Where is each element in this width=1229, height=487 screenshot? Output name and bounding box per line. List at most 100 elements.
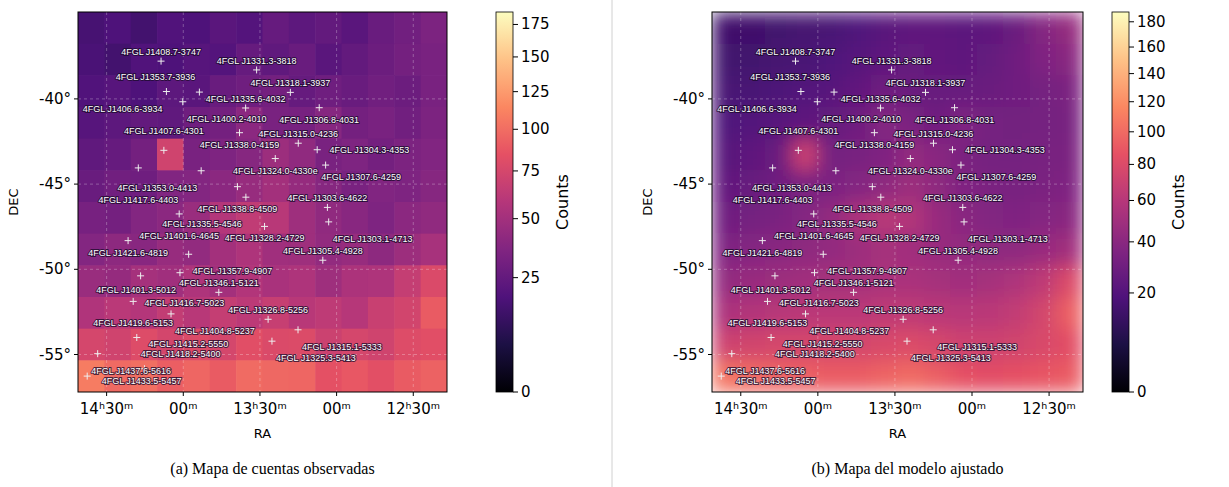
cell	[1057, 297, 1084, 329]
source-label: 4FGL J1315.0-4236	[894, 129, 974, 139]
source-marker	[871, 129, 878, 136]
cell	[368, 202, 395, 234]
source-label: 4FGL J1400.2-4010	[187, 114, 267, 124]
source-marker	[795, 147, 802, 154]
cell	[421, 360, 447, 392]
tick	[74, 184, 78, 185]
axis-title: DEC	[6, 188, 21, 215]
tick-label: -40°	[39, 90, 71, 108]
tick-label: 13ʰ30ᵐ	[233, 400, 287, 418]
colorbar-tick	[513, 277, 518, 278]
source-marker	[176, 269, 183, 276]
separator	[612, 0, 613, 487]
source-marker	[792, 58, 799, 65]
source-marker	[268, 338, 275, 345]
source-marker	[137, 272, 144, 279]
cell	[131, 202, 158, 234]
frame	[712, 12, 1083, 392]
cell	[78, 139, 105, 171]
source-label: 4FGL J1406.6-3934	[83, 104, 163, 114]
cell	[1004, 202, 1031, 234]
cell	[421, 139, 447, 171]
colorbar	[1112, 12, 1129, 392]
source-marker	[179, 98, 186, 105]
cell	[394, 12, 421, 44]
source-label: 4FGL J1419.6-5153	[93, 318, 173, 328]
cell	[1030, 297, 1057, 329]
cell	[315, 360, 342, 392]
cell	[765, 139, 792, 171]
cell	[183, 12, 210, 44]
source-marker	[877, 194, 884, 201]
colorbar-tick	[1129, 73, 1134, 74]
source-marker	[234, 183, 241, 190]
source-label: 4FGL J1303.6-4622	[923, 193, 1003, 203]
cell	[342, 202, 369, 234]
cell	[977, 297, 1004, 329]
source-label: 4FGL J1326.8-5256	[228, 305, 308, 315]
cell	[845, 12, 872, 44]
source-marker	[728, 350, 735, 357]
tick	[183, 392, 184, 396]
cell	[315, 12, 342, 44]
colorbar-tick	[1129, 164, 1134, 165]
source-marker	[955, 257, 962, 264]
source-label: 4FGL J1315.1-5333	[302, 342, 382, 352]
cell	[342, 297, 369, 329]
source-label: 4FGL J1357.9-4907	[827, 266, 907, 276]
cell	[712, 202, 739, 234]
cell	[368, 297, 395, 329]
cell	[104, 139, 131, 171]
source-label: 4FGL J1326.8-5256	[863, 305, 943, 315]
source-label: 4FGL J1304.3-4353	[330, 145, 410, 155]
cell	[421, 75, 447, 107]
source-label: 4FGL J1346.1-5121	[814, 278, 894, 288]
source-label: 4FGL J1324.0-4330e	[868, 166, 953, 176]
cell	[394, 44, 421, 76]
cell	[263, 360, 290, 392]
source-marker	[718, 373, 725, 380]
tick	[106, 392, 107, 396]
source-marker	[900, 316, 907, 323]
tick-label: 00ᵐ	[958, 400, 986, 418]
cell	[263, 12, 290, 44]
tick-label: -55°	[39, 346, 71, 364]
cell	[421, 265, 447, 297]
source-label: 4FGL J1303.1-4713	[968, 234, 1048, 244]
source-marker	[325, 218, 332, 225]
cell	[818, 360, 845, 392]
source-marker	[215, 289, 222, 296]
colorbar-tick-label: 60	[1137, 191, 1156, 209]
source-label: 4FGL J1305.4-4928	[918, 246, 998, 256]
cell	[394, 265, 421, 297]
colorbar-tick	[1129, 47, 1134, 48]
colorbar-tick	[513, 24, 518, 25]
source-label: 4FGL J1357.9-4907	[193, 266, 273, 276]
source-label: 4FGL J1400.2-4010	[821, 114, 901, 124]
source-label: 4FGL J1415.2-5550	[783, 339, 863, 349]
source-marker	[811, 269, 818, 276]
source-label: 4FGL J1416.7-5023	[779, 298, 859, 308]
cell	[394, 360, 421, 392]
cell	[1004, 265, 1031, 297]
cell	[368, 360, 395, 392]
cell	[421, 202, 447, 234]
source-label: 4FGL J1416.7-5023	[145, 298, 225, 308]
source-label: 4FGL J1353.0-4413	[752, 183, 832, 193]
cell	[289, 12, 316, 44]
source-label: 4FGL J1353.0-4413	[117, 183, 197, 193]
source-label: 4FGL J1328.2-4729	[860, 233, 940, 243]
grid-line	[894, 12, 895, 392]
cell	[1057, 139, 1084, 171]
panel: 14ʰ30ᵐ00ᵐ13ʰ30ᵐ00ᵐ12ʰ30ᵐ-40°-45°-50°-55°…	[6, 12, 572, 478]
source-marker	[314, 146, 321, 153]
source-marker	[850, 289, 857, 296]
source-marker	[930, 326, 937, 333]
source-marker	[295, 140, 302, 147]
cell	[78, 44, 105, 76]
cell	[924, 265, 951, 297]
tick-label: 14ʰ30ᵐ	[714, 400, 768, 418]
cell	[924, 12, 951, 44]
cell	[421, 44, 447, 76]
tick	[740, 392, 741, 396]
